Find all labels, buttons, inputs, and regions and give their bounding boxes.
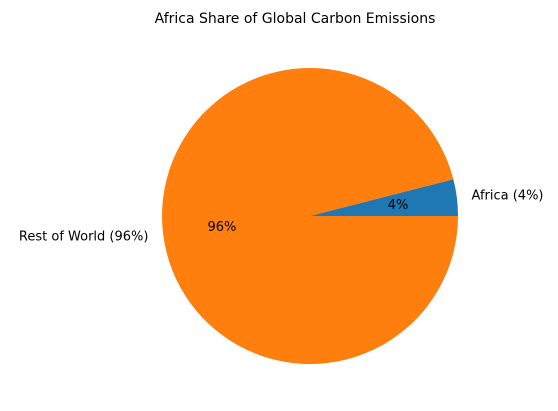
pie-labels: Africa (4%) 4% Rest of World (96%) 96%	[19, 189, 544, 245]
pie-slice-0	[310, 179, 458, 216]
chart-title: Africa Share of Global Carbon Emissions	[155, 11, 436, 27]
slice-percent-1: 96%	[207, 220, 236, 235]
pie-slices	[162, 68, 459, 365]
slice-label-1: Rest of World (96%)	[19, 229, 149, 244]
slice-label-0: Africa (4%)	[472, 189, 544, 204]
pie-slice-1	[162, 68, 459, 365]
slice-percent-0: 4%	[388, 198, 409, 213]
